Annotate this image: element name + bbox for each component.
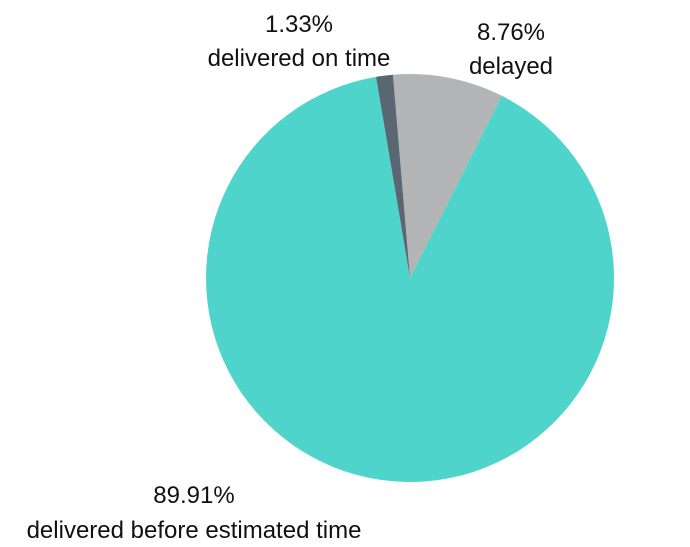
pie-slice-delivered-before-estimated-time bbox=[206, 76, 615, 483]
slice-percent-label-delivered-on-time: 1.33% bbox=[265, 11, 333, 38]
label-group-delivered-before-estimated-time: 89.91% delivered before estimated time bbox=[27, 482, 362, 544]
slice-percent-label-delayed: 8.76% bbox=[477, 19, 545, 46]
slice-percent-label-delivered-before-estimated-time: 89.91% bbox=[153, 482, 234, 509]
pie-slice-delivered-on-time bbox=[376, 74, 410, 278]
label-group-delayed: 8.76% delayed bbox=[469, 19, 553, 80]
label-group-delivered-on-time: 1.33% delivered on time bbox=[208, 11, 391, 72]
slice-category-label-delivered-before-estimated-time: delivered before estimated time bbox=[27, 517, 362, 544]
pie-slices bbox=[206, 73, 615, 483]
pie-slice-delayed bbox=[392, 73, 502, 279]
slice-category-label-delayed: delayed bbox=[469, 53, 553, 80]
pie-labels: 1.33% delivered on time 8.76% delayed 89… bbox=[27, 11, 553, 544]
slice-category-label-delivered-on-time: delivered on time bbox=[208, 45, 391, 72]
